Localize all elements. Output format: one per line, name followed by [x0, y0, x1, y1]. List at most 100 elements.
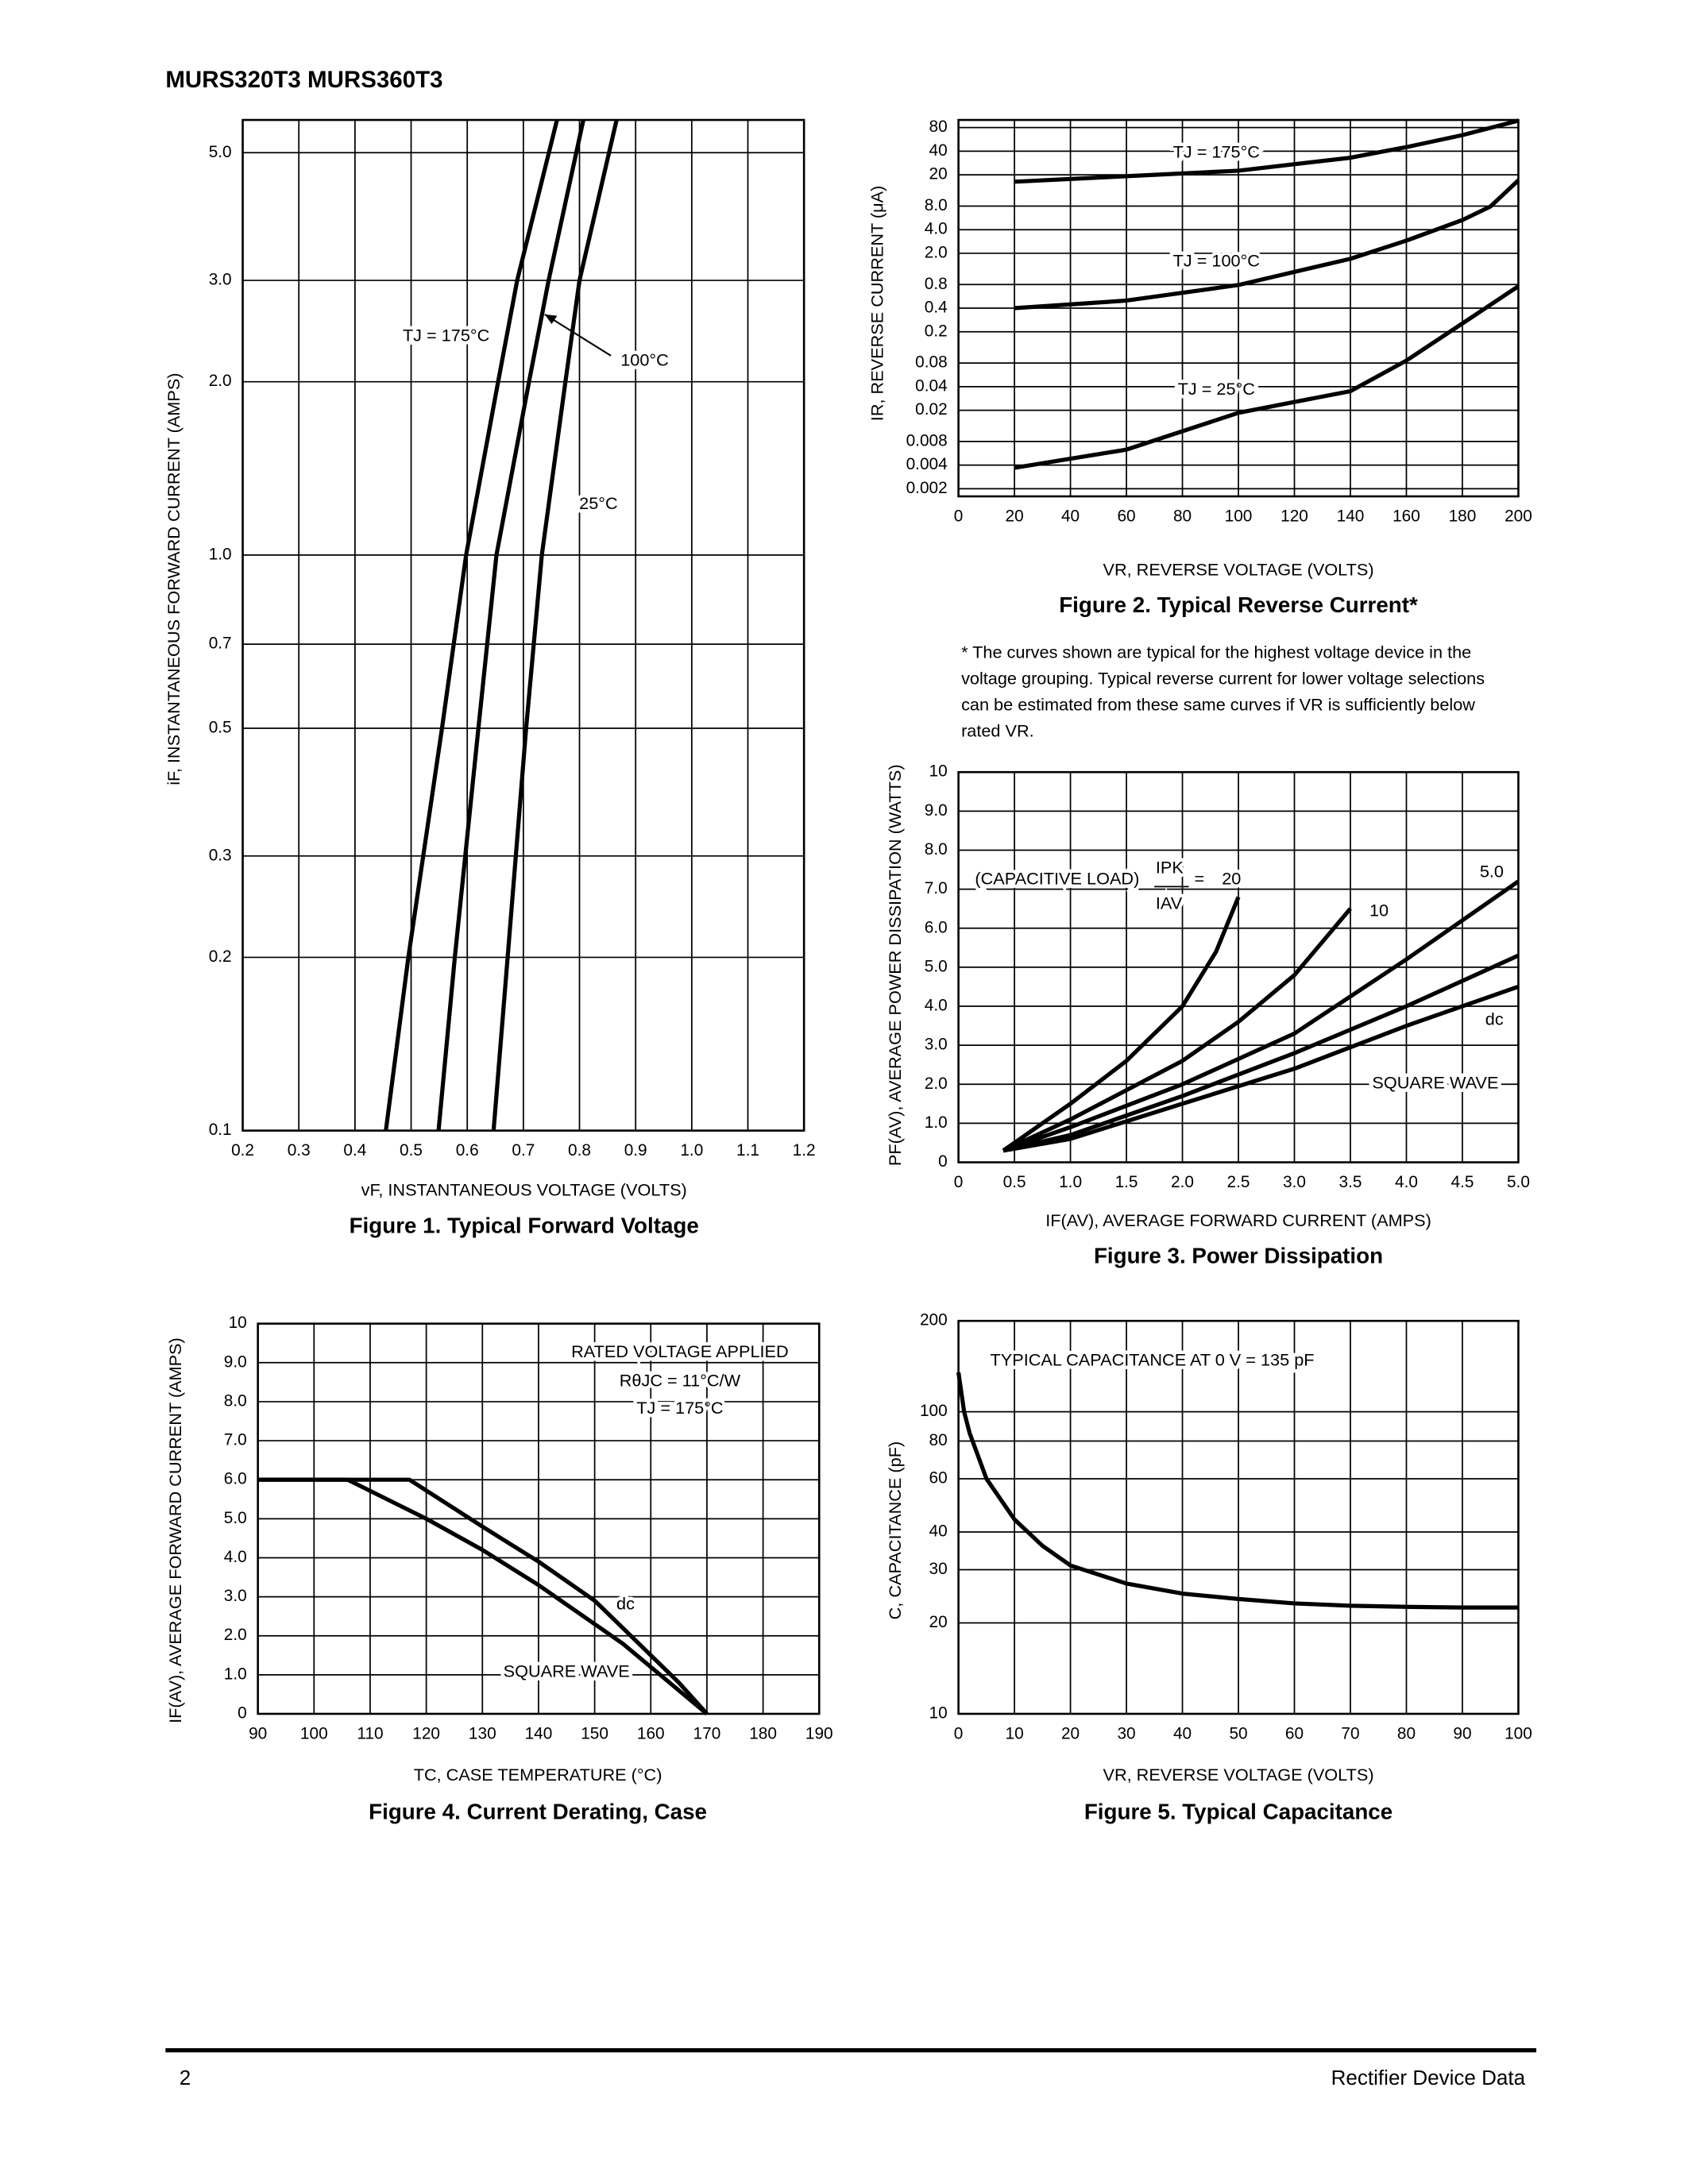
curve-label: 20 — [1222, 868, 1241, 888]
x-tick-label: 140 — [525, 1725, 553, 1743]
y-tick-label: 20 — [929, 165, 948, 183]
x-tick-label: 0.5 — [1003, 1173, 1026, 1191]
y-tick-label: 5.0 — [925, 957, 948, 975]
x-tick-label: 50 — [1229, 1725, 1247, 1743]
plot-frame — [957, 1319, 1520, 1715]
x-tick-label: 0.3 — [288, 1141, 311, 1160]
figure-caption: Figure 4. Current Derating, Case — [369, 1799, 707, 1823]
y-tick-label: 0.2 — [925, 322, 948, 340]
x-tick-label: 0 — [954, 507, 964, 526]
annotation: RATED VOLTAGE APPLIED — [571, 1341, 789, 1361]
x-tick-label: 4.0 — [1395, 1173, 1418, 1191]
x-tick-label: 0.2 — [231, 1141, 254, 1160]
y-tick-label: 1.0 — [925, 1113, 948, 1132]
x-axis-label: IF(AV), AVERAGE FORWARD CURRENT (AMPS) — [1045, 1210, 1431, 1230]
footnote-line: rated VR. — [961, 721, 1034, 741]
x-tick-label: 4.5 — [1450, 1173, 1474, 1191]
y-tick-label: 40 — [929, 141, 948, 160]
x-tick-label: 30 — [1117, 1725, 1135, 1743]
curve-label: SQUARE WAVE — [1372, 1072, 1498, 1092]
y-tick-label: 0.004 — [906, 455, 948, 473]
figure-caption: Figure 2. Typical Reverse Current* — [1059, 592, 1418, 617]
x-tick-label: 80 — [1397, 1725, 1416, 1743]
x-tick-label: 90 — [249, 1725, 267, 1743]
y-tick-label: 20 — [929, 1613, 948, 1631]
y-tick-label: 2.0 — [925, 1075, 948, 1093]
x-tick-label: 20 — [1061, 1725, 1080, 1743]
chart: 0 10 20 30 40 50 60 70 80 90 100 10 20 30 40 60 80 100 200… — [885, 1311, 1532, 1824]
x-tick-label: 5.0 — [1507, 1173, 1530, 1191]
x-tick-label: 20 — [1005, 507, 1023, 526]
x-axis-label: VR, REVERSE VOLTAGE (VOLTS) — [1103, 1765, 1374, 1785]
y-axis-label: IF(AV), AVERAGE FORWARD CURRENT (AMPS) — [165, 1337, 185, 1723]
y-tick-label: 200 — [920, 1311, 948, 1329]
y-tick-label: 0.3 — [209, 846, 232, 864]
x-tick-label: 170 — [693, 1725, 721, 1743]
plot-frame — [957, 118, 1520, 498]
x-tick-label: 160 — [637, 1725, 665, 1743]
y-tick-label: 1.0 — [224, 1665, 247, 1683]
curve-label: TJ = 175°C — [1173, 141, 1260, 161]
chart: 0 0.5 1.0 1.5 2.0 2.5 3.0 3.5 4.0 4.5 5.0 0 1.0 2.0 3.… — [885, 762, 1530, 1268]
x-tick-label: 130 — [469, 1725, 496, 1743]
curve-label: TJ = 25°C — [1178, 379, 1255, 399]
curve — [384, 119, 559, 1131]
y-tick-label: 4.0 — [224, 1548, 247, 1566]
y-tick-label: 5.0 — [209, 143, 232, 161]
curve — [257, 1477, 709, 1715]
y-tick-label: 6.0 — [925, 918, 948, 936]
y-tick-label: 6.0 — [224, 1470, 247, 1488]
y-tick-label: 4.0 — [925, 997, 948, 1015]
x-tick-label: 1.5 — [1115, 1173, 1138, 1191]
curve — [956, 1372, 1519, 1610]
y-tick-label: 9.0 — [925, 801, 948, 820]
y-tick-label: 30 — [929, 1560, 948, 1578]
y-tick-label: 100 — [920, 1402, 948, 1420]
y-tick-label: 80 — [929, 1431, 948, 1449]
figure-caption: Figure 5. Typical Capacitance — [1084, 1799, 1393, 1823]
x-tick-label: 3.5 — [1339, 1173, 1362, 1191]
x-tick-label: 150 — [581, 1725, 608, 1743]
y-tick-label: 0.02 — [915, 400, 948, 419]
y-tick-label: 2.0 — [224, 1626, 247, 1644]
x-tick-label: 1.0 — [1059, 1173, 1082, 1191]
x-tick-label: 40 — [1061, 507, 1080, 526]
x-axis-label: TC, CASE TEMPERATURE (°C) — [414, 1765, 662, 1785]
y-tick-label: 0.2 — [209, 947, 232, 966]
curve-label: 10 — [1369, 900, 1389, 920]
annotation: RθJC = 11°C/W — [620, 1370, 741, 1390]
footer-label: Rectifier Device Data — [1331, 2066, 1526, 2089]
y-axis-label: iF, INSTANTANEOUS FORWARD CURRENT (AMPS) — [164, 373, 183, 785]
annotation: IPK — [1156, 857, 1184, 877]
curve — [1002, 879, 1520, 1153]
x-tick-label: 1.2 — [793, 1141, 816, 1160]
x-tick-label: 3.0 — [1283, 1173, 1306, 1191]
y-tick-label: 0.7 — [209, 635, 232, 653]
curve-label: 25°C — [579, 493, 617, 513]
y-tick-label: 60 — [929, 1469, 948, 1488]
x-tick-label: 100 — [300, 1725, 328, 1743]
annotation: (CAPACITIVE LOAD) — [975, 868, 1139, 888]
y-axis-label: IR, REVERSE CURRENT (μA) — [867, 186, 887, 421]
chart: 0 20 40 60 80 100 120 140 160 180 200 0.002 0.004 0.0… — [867, 118, 1532, 740]
y-tick-label: 10 — [929, 1704, 948, 1722]
curve-label: TJ = 100°C — [1173, 251, 1260, 271]
curve — [1014, 179, 1520, 311]
y-tick-label: 9.0 — [224, 1352, 247, 1371]
x-tick-label: 200 — [1505, 507, 1532, 526]
x-tick-label: 160 — [1393, 507, 1420, 526]
curve — [1002, 896, 1241, 1152]
x-tick-label: 60 — [1117, 507, 1135, 526]
footnote-line: can be estimated from these same curves … — [961, 695, 1475, 715]
y-tick-label: 0 — [938, 1152, 948, 1171]
x-tick-label: 110 — [357, 1725, 383, 1743]
x-tick-label: 0.6 — [456, 1141, 479, 1160]
annotation: IAV — [1156, 893, 1183, 913]
x-tick-label: 140 — [1337, 507, 1365, 526]
header-title: MURS320T3 MURS360T3 — [165, 67, 442, 93]
x-tick-label: 0.8 — [568, 1141, 591, 1160]
x-axis-label: VR, REVERSE VOLTAGE (VOLTS) — [1103, 559, 1374, 579]
y-tick-label: 0.1 — [209, 1121, 232, 1139]
y-tick-label: 80 — [929, 118, 948, 136]
x-tick-label: 70 — [1341, 1725, 1359, 1743]
